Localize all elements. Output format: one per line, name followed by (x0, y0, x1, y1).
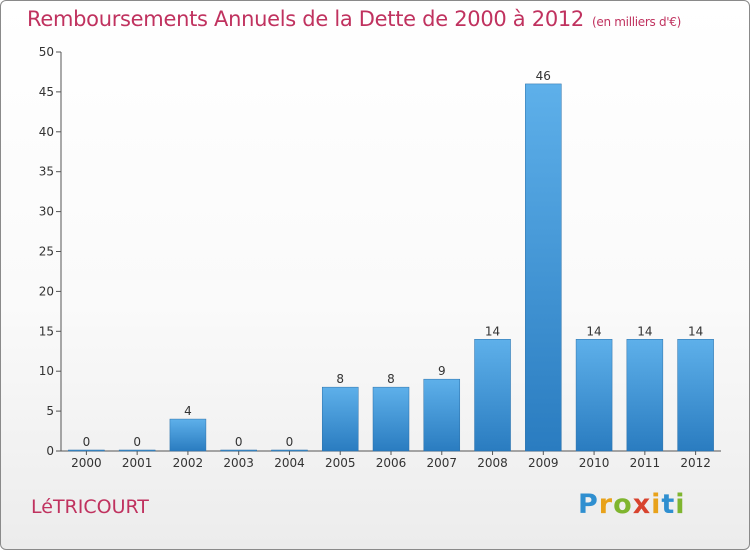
data-label: 8 (387, 372, 395, 386)
y-tick-label: 35 (39, 165, 54, 179)
bar (68, 449, 105, 452)
chart-subtitle: (en milliers d'€) (592, 15, 682, 29)
data-label: 46 (536, 69, 551, 83)
y-tick-label: 0 (46, 444, 54, 458)
x-tick-label: 2004 (274, 456, 305, 470)
x-tick-label: 2000 (71, 456, 102, 470)
y-tick-label: 40 (39, 125, 54, 139)
bar (525, 83, 562, 452)
bar (220, 449, 257, 452)
town-name: LéTRICOURT (31, 496, 149, 518)
x-tick-label: 2005 (325, 456, 356, 470)
x-tick-label: 2009 (528, 456, 559, 470)
bar (575, 339, 613, 452)
chart-title: Remboursements Annuels de la Dette de 20… (27, 7, 681, 31)
data-label: 14 (637, 324, 652, 338)
x-tick-label: 2006 (376, 456, 407, 470)
data-label: 14 (586, 324, 601, 338)
x-tick-label: 2003 (223, 456, 254, 470)
x-tick-label: 2002 (173, 456, 204, 470)
data-label: 0 (286, 435, 294, 449)
x-tick-label: 2012 (680, 456, 711, 470)
x-tick-label: 2001 (122, 456, 153, 470)
data-label: 8 (336, 372, 344, 386)
data-label: 14 (688, 324, 703, 338)
y-tick-label: 50 (39, 45, 54, 59)
x-tick-label: 2011 (630, 456, 661, 470)
data-label: 0 (83, 435, 91, 449)
bar (321, 386, 359, 452)
y-tick-label: 5 (46, 404, 54, 418)
bar (118, 449, 156, 452)
chart-title-text: Remboursements Annuels de la Dette de 20… (27, 7, 584, 31)
bar (474, 339, 511, 452)
y-tick-label: 30 (39, 205, 54, 219)
x-tick-label: 2010 (579, 456, 610, 470)
bar (626, 339, 664, 452)
bar (271, 449, 308, 452)
y-tick-label: 45 (39, 85, 54, 99)
x-tick-label: 2008 (477, 456, 508, 470)
y-tick-label: 20 (39, 284, 54, 298)
y-tick-label: 25 (39, 245, 54, 259)
bar (423, 378, 461, 452)
data-label: 14 (485, 324, 500, 338)
bar (169, 418, 207, 452)
bar (677, 339, 714, 452)
data-label: 9 (438, 364, 446, 378)
bar (372, 386, 410, 452)
y-tick-label: 15 (39, 324, 54, 338)
brand-logo: Proxiti (578, 489, 686, 520)
data-label: 4 (184, 404, 192, 418)
data-label: 0 (133, 435, 141, 449)
y-tick-label: 10 (39, 364, 54, 378)
x-tick-label: 2007 (426, 456, 457, 470)
data-label: 0 (235, 435, 243, 449)
